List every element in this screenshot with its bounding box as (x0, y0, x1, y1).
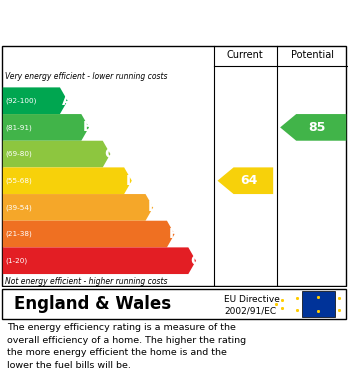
Text: G: G (190, 254, 201, 268)
Polygon shape (3, 114, 89, 141)
Text: 85: 85 (309, 121, 326, 134)
Text: Not energy efficient - higher running costs: Not energy efficient - higher running co… (5, 277, 168, 286)
Text: (69-80): (69-80) (5, 151, 32, 157)
Polygon shape (3, 194, 153, 221)
Text: F: F (169, 227, 178, 241)
Bar (302, 291, 335, 317)
Text: (81-91): (81-91) (5, 124, 32, 131)
Polygon shape (3, 167, 132, 194)
Text: D: D (126, 174, 137, 188)
Text: The energy efficiency rating is a measure of the
overall efficiency of a home. T: The energy efficiency rating is a measur… (7, 323, 246, 370)
Text: Current: Current (227, 50, 264, 60)
Text: (21-38): (21-38) (5, 231, 32, 237)
Text: (55-68): (55-68) (5, 178, 32, 184)
Text: 2002/91/EC: 2002/91/EC (224, 306, 277, 315)
Polygon shape (218, 167, 273, 194)
Text: 64: 64 (241, 174, 258, 187)
Text: A: A (62, 94, 72, 108)
Text: Very energy efficient - lower running costs: Very energy efficient - lower running co… (5, 72, 168, 81)
Polygon shape (3, 221, 175, 248)
Text: (39-54): (39-54) (5, 204, 32, 211)
Polygon shape (3, 87, 68, 114)
Polygon shape (3, 248, 196, 274)
Text: B: B (83, 120, 94, 135)
Text: Energy Efficiency Rating: Energy Efficiency Rating (10, 15, 232, 30)
Text: E: E (147, 200, 157, 214)
Polygon shape (3, 141, 110, 167)
Text: Potential: Potential (291, 50, 334, 60)
Text: (1-20): (1-20) (5, 257, 27, 264)
Text: EU Directive: EU Directive (224, 294, 280, 303)
Text: C: C (104, 147, 115, 161)
Text: (92-100): (92-100) (5, 97, 37, 104)
Polygon shape (280, 114, 346, 141)
Text: England & Wales: England & Wales (14, 295, 171, 313)
